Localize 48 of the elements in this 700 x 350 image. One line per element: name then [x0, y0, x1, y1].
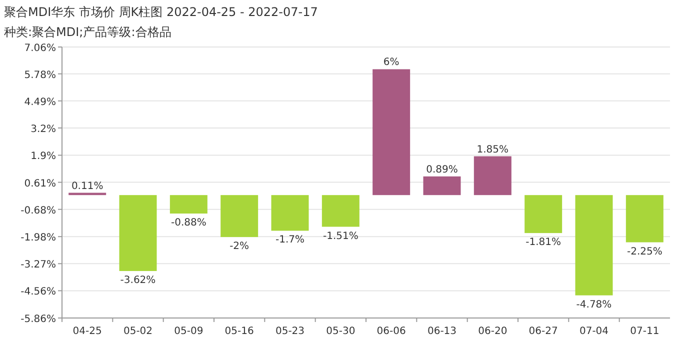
chart-subtitle: 种类:聚合MDI;产品等级:合格品 — [4, 25, 172, 39]
bar — [626, 195, 664, 242]
x-tick-label: 06-06 — [376, 326, 406, 337]
y-tick-label: -5.86% — [20, 314, 56, 325]
y-tick-label: 5.78% — [24, 70, 56, 81]
y-tick-label: 1.9% — [30, 151, 56, 162]
data-label: 1.85% — [476, 144, 509, 156]
data-label: -1.7% — [275, 234, 305, 246]
data-label: 0.11% — [71, 180, 104, 192]
x-tick-label: 07-11 — [630, 326, 660, 337]
data-label: -2% — [230, 241, 250, 252]
bar — [524, 195, 562, 234]
bar — [423, 176, 461, 196]
data-label: 6% — [383, 57, 400, 68]
y-tick-label: 0.61% — [24, 178, 56, 190]
y-tick-label: 3.2% — [30, 124, 56, 135]
x-tick-label: 05-23 — [275, 326, 305, 337]
x-tick-label: 05-16 — [224, 326, 254, 337]
chart-title: 聚合MDI华东 市场价 周K柱图 2022-04-25 - 2022-07-17 — [4, 5, 318, 19]
bar — [474, 156, 512, 196]
x-tick-label: 04-25 — [72, 326, 102, 337]
bar — [170, 195, 208, 214]
data-label: -1.81% — [526, 237, 562, 248]
bar — [271, 195, 309, 231]
y-tick-label: 7.06% — [24, 43, 56, 54]
x-tick-label: 05-02 — [123, 326, 153, 337]
x-tick-label: 06-13 — [427, 326, 457, 337]
x-tick-label: 05-30 — [326, 326, 356, 337]
bar — [220, 195, 258, 238]
y-tick-label: 4.49% — [24, 96, 56, 108]
x-tick-label: 05-09 — [174, 326, 204, 337]
data-label: -0.88% — [170, 218, 206, 229]
data-label: -1.51% — [322, 230, 358, 242]
x-tick-label: 07-04 — [579, 326, 609, 337]
data-label: -4.78% — [576, 299, 612, 310]
y-tick-label: -4.56% — [20, 286, 56, 298]
y-tick-label: -3.27% — [20, 260, 56, 271]
y-tick-label: -1.98% — [20, 232, 56, 244]
x-tick-label: 06-20 — [478, 326, 508, 337]
data-label: -2.25% — [626, 246, 662, 258]
data-label: -3.62% — [120, 275, 156, 286]
bar — [575, 195, 613, 296]
bar — [372, 69, 410, 196]
x-tick-label: 06-27 — [528, 326, 558, 337]
bar — [119, 195, 157, 272]
bar — [322, 195, 360, 227]
y-tick-label: -0.68% — [20, 205, 56, 216]
data-label: 0.89% — [426, 164, 458, 176]
